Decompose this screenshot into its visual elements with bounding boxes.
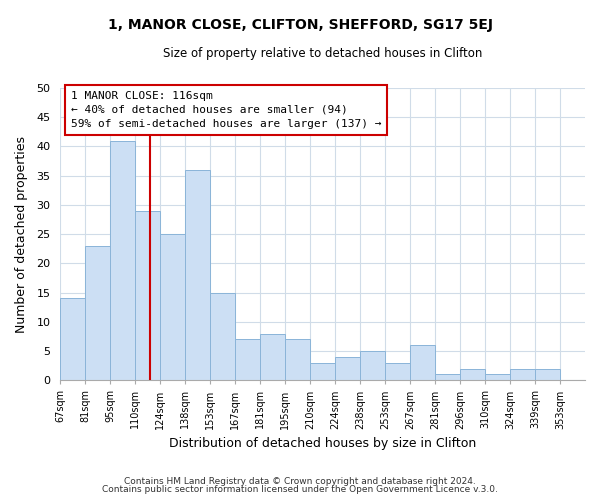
Text: Contains public sector information licensed under the Open Government Licence v.: Contains public sector information licen…	[102, 485, 498, 494]
Bar	[185, 170, 210, 380]
X-axis label: Distribution of detached houses by size in Clifton: Distribution of detached houses by size …	[169, 437, 476, 450]
Bar	[235, 340, 260, 380]
Bar	[360, 351, 385, 380]
Bar	[510, 368, 535, 380]
Bar	[85, 246, 110, 380]
Text: 1, MANOR CLOSE, CLIFTON, SHEFFORD, SG17 5EJ: 1, MANOR CLOSE, CLIFTON, SHEFFORD, SG17 …	[107, 18, 493, 32]
Bar	[385, 362, 410, 380]
Bar	[485, 374, 510, 380]
Bar	[260, 334, 285, 380]
Text: 1 MANOR CLOSE: 116sqm
← 40% of detached houses are smaller (94)
59% of semi-deta: 1 MANOR CLOSE: 116sqm ← 40% of detached …	[71, 91, 381, 129]
Bar	[535, 368, 560, 380]
Bar	[460, 368, 485, 380]
Bar	[310, 362, 335, 380]
Bar	[285, 340, 310, 380]
Bar	[410, 345, 435, 380]
Bar	[110, 140, 135, 380]
Text: Contains HM Land Registry data © Crown copyright and database right 2024.: Contains HM Land Registry data © Crown c…	[124, 477, 476, 486]
Y-axis label: Number of detached properties: Number of detached properties	[15, 136, 28, 332]
Title: Size of property relative to detached houses in Clifton: Size of property relative to detached ho…	[163, 48, 482, 60]
Bar	[60, 298, 85, 380]
Bar	[335, 357, 360, 380]
Bar	[135, 211, 160, 380]
Bar	[210, 292, 235, 380]
Bar	[160, 234, 185, 380]
Bar	[435, 374, 460, 380]
